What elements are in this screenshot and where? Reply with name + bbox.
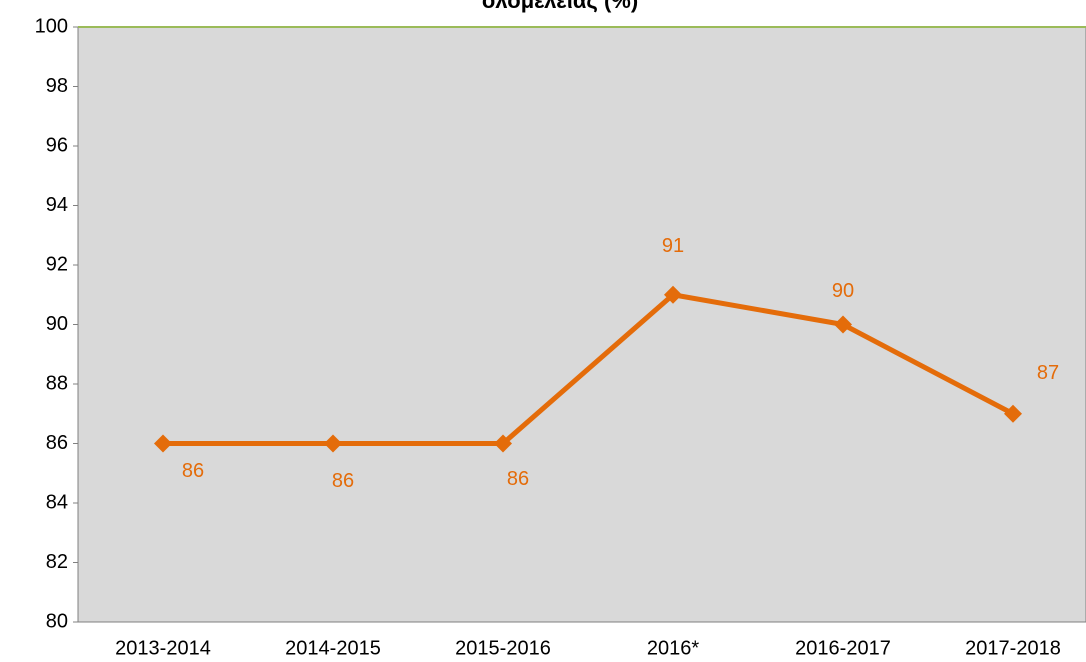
x-tick-label: 2016-2017 <box>795 637 891 659</box>
marker <box>324 434 342 453</box>
x-tick-label: 2015-2016 <box>455 637 551 659</box>
y-tick-label: 96 <box>46 134 68 156</box>
y-tick-label: 88 <box>46 372 68 394</box>
x-tick-label: 2013-2014 <box>115 637 211 659</box>
line <box>163 292 1015 446</box>
marker <box>1004 404 1022 423</box>
y-tick-label: 82 <box>46 551 68 573</box>
y-tick-label: 86 <box>46 432 68 454</box>
data-label: 86 <box>507 468 529 490</box>
plot-area <box>77 26 1086 623</box>
data-label: 91 <box>662 235 684 257</box>
marker <box>664 285 682 304</box>
x-tick-label: 2014-2015 <box>285 637 381 659</box>
marker <box>154 434 172 453</box>
data-label: 86 <box>182 460 204 482</box>
y-tick-label: 92 <box>46 253 68 275</box>
chart-title: ολομέλειας (%) <box>482 0 638 13</box>
marker <box>834 315 852 334</box>
data-label: 87 <box>1037 362 1059 384</box>
x-tick-label: 2016* <box>647 637 699 659</box>
y-tick-label: 90 <box>46 313 68 335</box>
y-tick-label: 100 <box>35 15 68 37</box>
y-tick-label: 98 <box>46 75 68 97</box>
marker <box>494 434 512 453</box>
data-label: 90 <box>832 280 854 302</box>
y-tick-label: 84 <box>46 491 68 513</box>
x-tick-label: 2017-2018 <box>965 637 1061 659</box>
data-label: 86 <box>332 470 354 492</box>
y-tick-label: 94 <box>46 194 68 216</box>
y-tick-label: 80 <box>46 610 68 632</box>
